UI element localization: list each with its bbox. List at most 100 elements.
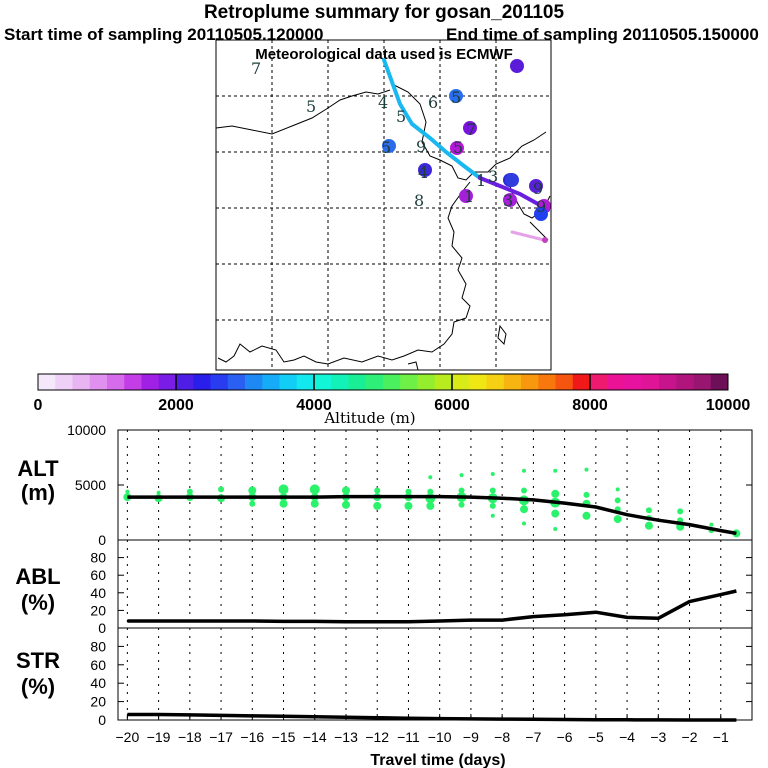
colorbar-cell: [624, 374, 643, 390]
alt-scatter-point: [341, 486, 350, 495]
x-axis: −20 −19 −18 −17 −16 −15 −14 −13 −12 −11 −10 −9 −8 −7−…: [115, 714, 729, 768]
panel-series-line: [127, 494, 737, 536]
trajectory-path-pink: [510, 230, 546, 242]
y-tick-label: 10000: [67, 422, 106, 438]
x-tick-label: −1: [713, 729, 729, 745]
trajectory-label: 7: [251, 59, 261, 78]
x-tick-label: −15: [272, 729, 296, 745]
alt-scatter-point: [458, 487, 465, 494]
colorbar-cell: [348, 374, 367, 390]
colorbar-cell: [417, 374, 436, 390]
trajectory-path-cyan: [382, 58, 482, 180]
panel-series-line: [127, 712, 737, 722]
colorbar-cell: [693, 374, 712, 390]
alt-scatter-point: [249, 500, 256, 507]
colorbar-tick-label: 0: [34, 397, 43, 414]
y-tick-label: 60: [90, 657, 106, 673]
trajectory-marker: [459, 189, 473, 203]
colorbar-frame: [37, 373, 729, 391]
coastline-hainan: [407, 361, 419, 371]
colorbar-cell: [55, 374, 73, 390]
y-tick-label: 40: [90, 585, 106, 601]
colorbar-label: Altitude (m): [323, 409, 415, 427]
trajectory-label: 3: [503, 191, 513, 210]
colorbar-cell: [331, 374, 349, 390]
alt-scatter-point: [677, 508, 684, 515]
trajectory-label: 5: [451, 88, 461, 107]
panel-frame: [117, 627, 753, 721]
y-tick-label: 60: [90, 567, 106, 583]
map-graticule: [216, 40, 551, 370]
trajectory-label: 5: [453, 138, 463, 157]
alt-scatter-point: [551, 509, 560, 518]
trajectory-label: 1: [476, 171, 486, 190]
colorbar-cell: [262, 374, 280, 390]
coastline-east-china: [447, 181, 471, 319]
y-tick-label: 0: [98, 620, 106, 636]
trajectory-label: 5: [381, 138, 391, 157]
trajectory-marker: [534, 207, 548, 221]
colorbar-cell: [296, 374, 315, 390]
colorbar-cell: [89, 374, 108, 390]
trajectory-label: 4: [378, 93, 388, 112]
coastline-south-china: [217, 317, 467, 365]
trajectory-label: 9: [533, 179, 543, 198]
trajectory-marker: [382, 139, 396, 153]
colorbar-cell: [227, 374, 246, 390]
alt-scatter-point: [553, 527, 558, 531]
alt-scatter-point: [521, 487, 528, 494]
colorbar-cell: [521, 374, 539, 390]
alt-scatter-point: [405, 488, 412, 495]
trajectory-label: 3: [488, 167, 498, 186]
colorbar-tick-label: 6000: [434, 397, 470, 414]
colorbar-cell: [486, 374, 505, 390]
alt-scatter-point: [404, 501, 413, 510]
colorbar-ticks: 0 2000 4000 6000 8000 10000: [34, 374, 751, 414]
x-tick-label: −12: [365, 729, 389, 745]
trajectory-marker: [463, 121, 477, 135]
alt-scatter-point: [341, 500, 350, 509]
trajectory-marker: [450, 141, 464, 155]
y-tick-label: 80: [90, 638, 106, 654]
alt-scatter-point: [310, 499, 319, 508]
colorbar-cell: [38, 374, 56, 390]
colorbar-cell: [434, 374, 453, 390]
x-tick-label: −4: [619, 729, 635, 745]
x-tick-label: −11: [397, 729, 420, 745]
trajectory-label: 6: [428, 93, 438, 112]
colorbar-cell: [383, 374, 401, 390]
x-tick-label: −17: [209, 729, 233, 745]
alt-scatter-points: [123, 467, 741, 538]
colorbar-cell: [158, 374, 177, 390]
panel-ylabel: (%): [21, 590, 55, 615]
alt-scatter-point: [459, 473, 464, 478]
start-time-label: Start time of sampling 20110505.120000: [4, 25, 324, 44]
alt-scatter-point: [373, 501, 382, 510]
x-tick-label: −9: [463, 729, 479, 745]
colorbar-cell: [607, 374, 625, 390]
alt-scatter-point: [427, 488, 434, 495]
colorbar-cell: [641, 374, 660, 390]
colorbar-cell: [676, 374, 694, 390]
colorbar-tick-label: 10000: [706, 397, 751, 414]
x-tick-label: −16: [240, 729, 264, 745]
colorbar-cell: [538, 374, 556, 390]
x-tick-label: −19: [147, 729, 171, 745]
colorbar-cell: [503, 374, 522, 390]
panel-ylabel: ALT: [17, 456, 59, 481]
trajectory-marker: [510, 59, 524, 73]
x-tick-label: −14: [303, 729, 327, 745]
alt-scatter-point: [582, 511, 591, 520]
trajectory-markers: [382, 59, 551, 243]
end-time-label: End time of sampling 20110505.150000: [446, 25, 759, 44]
alt-scatter-point: [645, 507, 652, 514]
map-frame: [215, 39, 552, 371]
panel-frame: [117, 429, 753, 541]
trajectory-label: 1: [464, 187, 474, 206]
colorbar-cell: [710, 374, 729, 390]
x-tick-label: −6: [557, 729, 573, 745]
colorbar-cell: [452, 374, 470, 390]
altitude-colorbar: 0 2000 4000 6000 8000 10000 Altitude (m): [34, 373, 751, 427]
y-tick-label: 20: [90, 694, 106, 710]
